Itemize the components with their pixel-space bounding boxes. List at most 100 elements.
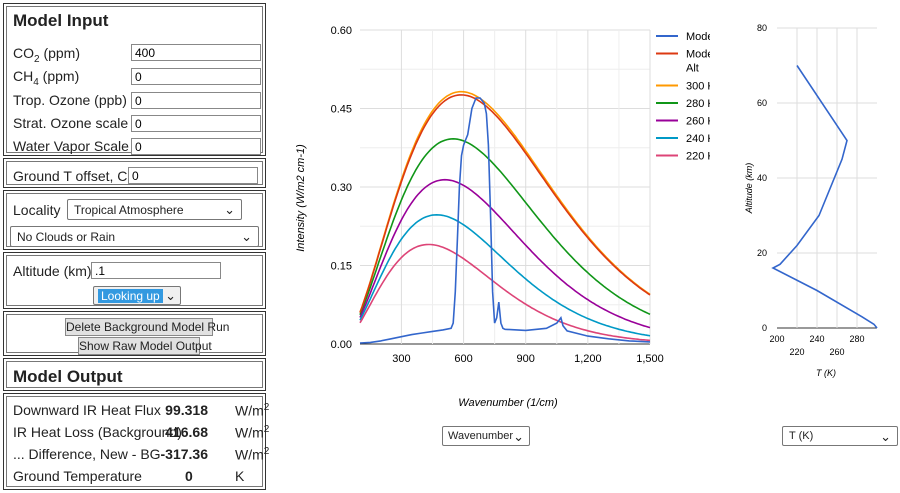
- profile-series-line: [771, 65, 878, 329]
- water-vapor-label: Water Vapor Scale: [13, 138, 129, 154]
- looking-select[interactable]: Looking up ⌄: [93, 286, 181, 305]
- model-input-title: Model Input: [13, 11, 109, 30]
- locality-select-value: Tropical Atmosphere: [74, 203, 184, 217]
- profile-y-ticks: 0 20 40 60 80: [757, 23, 767, 333]
- unit-text: W/m: [235, 446, 264, 463]
- model-input-inner: Model Input CO2 (ppm) CH4 (ppm) Trop. Oz…: [6, 6, 263, 155]
- output-row-difference: ... Difference, New - BG -317.36 W/m2: [13, 446, 271, 466]
- model-input-panel: Model Input CO2 (ppm) CH4 (ppm) Trop. Oz…: [3, 3, 266, 156]
- strat-ozone-input[interactable]: [131, 115, 261, 132]
- spectrum-series-line: [359, 97, 651, 344]
- locality-label: Locality: [13, 202, 61, 218]
- trop-ozone-input[interactable]: [131, 92, 261, 109]
- chevron-down-icon: ⌄: [880, 429, 891, 444]
- spectrum-chart: 0.00 0.15 0.30 0.45 0.60 300 600 900 1,200 1,500…: [295, 25, 710, 409]
- spectrum-series-line: [359, 243, 651, 342]
- buttons-inner: Delete Background Model Run Show Raw Mod…: [6, 314, 263, 355]
- trop-ozone-label: Trop. Ozone (ppb): [13, 92, 127, 108]
- ground-t-inner: Ground T offset, C: [6, 161, 263, 185]
- ch4-input[interactable]: [131, 68, 261, 85]
- spectrum-y-axis-label: Intensity (W/m2 cm-1): [295, 144, 307, 252]
- ground-t-input[interactable]: [128, 167, 258, 184]
- co2-input[interactable]: [131, 44, 261, 61]
- locality-panel: Locality Tropical Atmosphere ⌄ No Clouds…: [3, 190, 266, 250]
- chevron-down-icon: ⌄: [241, 229, 252, 244]
- profile-x-tick-label: 220: [789, 347, 804, 357]
- model-output-panel: Downward IR Heat Flux 99.318 W/m2 IR Hea…: [3, 393, 269, 490]
- looking-select-value: Looking up: [98, 289, 163, 303]
- profile-x-select-value: T (K): [789, 430, 814, 442]
- spectrum-x-axis-label: Wavenumber (1/cm): [458, 397, 558, 409]
- spectrum-series-line: [359, 213, 651, 337]
- profile-y-tick-label: 60: [757, 98, 767, 108]
- ground-t-panel: Ground T offset, C: [3, 158, 266, 188]
- model-output-title: Model Output: [13, 367, 123, 386]
- chevron-down-icon: ⌄: [165, 288, 176, 303]
- spectrum-y-tick-label: 0.00: [331, 339, 352, 351]
- unit-sup: 2: [263, 446, 270, 457]
- locality-inner: Locality Tropical Atmosphere ⌄ No Clouds…: [6, 193, 263, 247]
- altitude-panel: Altitude (km) Looking up ⌄: [3, 252, 266, 309]
- profile-y-tick-label: 80: [757, 23, 767, 33]
- clouds-select[interactable]: No Clouds or Rain ⌄: [10, 226, 259, 247]
- profile-grid: [777, 27, 877, 329]
- legend-label: 300 K: [686, 81, 710, 93]
- profile-x-tick-label: 240: [809, 334, 824, 344]
- show-raw-output-button[interactable]: Show Raw Model Output: [78, 337, 212, 355]
- chevron-down-icon: ⌄: [513, 429, 524, 444]
- spectrum-x-tick-label: 1,500: [636, 353, 664, 365]
- legend-label: Model: [686, 49, 710, 61]
- spectrum-x-select-value: Wavenumber: [448, 430, 514, 442]
- clouds-select-value: No Clouds or Rain: [17, 230, 116, 244]
- output-row-name: Downward IR Heat Flux: [13, 402, 161, 418]
- spectrum-x-tick-label: 600: [454, 353, 472, 365]
- output-row-name: IR Heat Loss (Background): [13, 424, 182, 440]
- spectrum-y-tick-label: 0.60: [331, 25, 352, 37]
- profile-line: [771, 65, 878, 329]
- strat-ozone-label: Strat. Ozone scale: [13, 115, 129, 131]
- ground-t-label: Ground T offset, C: [13, 168, 128, 184]
- unit-text: W/m: [235, 424, 264, 441]
- output-row-heat-loss: IR Heat Loss (Background) 416.68 W/m2: [13, 424, 271, 444]
- legend-label: 280 K: [686, 98, 710, 110]
- ch4-label: CH4 (ppm): [13, 68, 80, 88]
- delete-background-button[interactable]: Delete Background Model Run: [65, 318, 230, 336]
- output-row-value: 416.68: [165, 424, 208, 440]
- output-row-value: 99.318: [165, 402, 208, 418]
- locality-select[interactable]: Tropical Atmosphere ⌄: [67, 199, 242, 220]
- spectrum-y-tick-label: 0.15: [331, 261, 352, 273]
- altitude-input[interactable]: [91, 262, 221, 279]
- output-row-unit: W/m2: [235, 446, 269, 463]
- altitude-inner: Altitude (km) Looking up ⌄: [6, 255, 263, 306]
- output-row-downward-ir: Downward IR Heat Flux 99.318 W/m2: [13, 402, 271, 422]
- output-row-name: ... Difference, New - BG: [13, 446, 161, 462]
- unit-text: W/m: [235, 402, 264, 419]
- spectrum-lines: [359, 90, 651, 344]
- profile-y-tick-label: 40: [757, 173, 767, 183]
- model-output-title-inner: Model Output: [6, 361, 263, 388]
- output-row-unit: K: [235, 468, 245, 484]
- profile-x-tick-label: 280: [849, 334, 864, 344]
- output-row-unit: W/m2: [235, 424, 269, 441]
- spectrum-series-line: [359, 94, 651, 313]
- output-row-value: 0: [185, 468, 193, 484]
- legend-label: 240 K: [686, 133, 710, 145]
- spectrum-y-ticks: 0.00 0.15 0.30 0.45 0.60: [331, 25, 352, 351]
- profile-y-tick-label: 0: [762, 323, 767, 333]
- spectrum-grid: [360, 29, 651, 345]
- legend-label: Model: [686, 31, 710, 43]
- spectrum-x-ticks: 300 600 900 1,200 1,500: [392, 353, 664, 365]
- profile-y-tick-label: 20: [757, 248, 767, 258]
- profile-x-tick-label: 200: [769, 334, 784, 344]
- spectrum-x-tick-label: 1,200: [574, 353, 602, 365]
- water-vapor-input[interactable]: [131, 138, 261, 155]
- spectrum-series-line: [359, 178, 651, 329]
- spectrum-x-select[interactable]: Wavenumber ⌄: [442, 426, 530, 446]
- spectrum-legend: Model Model Alt 300 K 280 K 260 K 240 K 220 K: [656, 31, 710, 163]
- profile-x-tick-label: 260: [829, 347, 844, 357]
- co2-label: CO2 (ppm): [13, 45, 81, 65]
- profile-x-select[interactable]: T (K) ⌄: [782, 426, 898, 446]
- unit-sup: 2: [263, 424, 270, 435]
- legend-label: 260 K: [686, 116, 710, 128]
